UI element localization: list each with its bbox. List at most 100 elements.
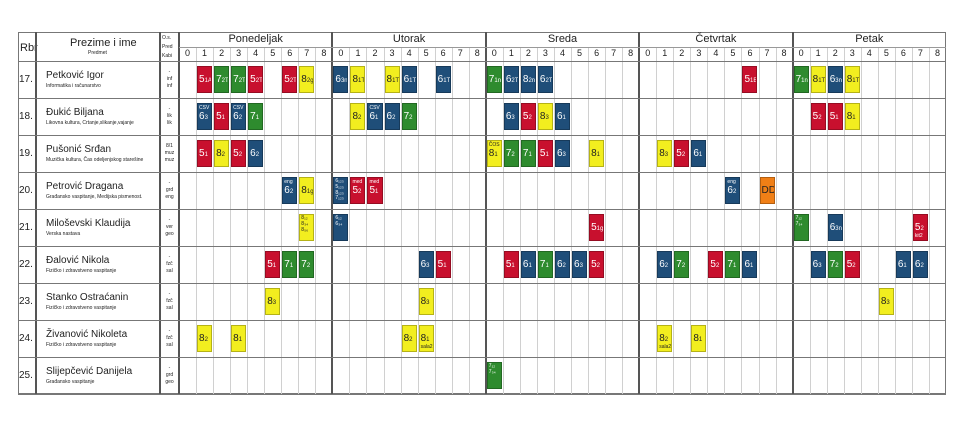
lesson-cell[interactable]: 82gr [299,66,315,93]
teacher-name[interactable]: Petković Igor [46,70,104,81]
lesson-cell[interactable]: 71nk [793,66,809,93]
lesson-cell[interactable]: 6₁₂₃ 5₁₂₃ 8₁₂₃ 7₁₂₃ [333,177,349,204]
lesson-cell[interactable]: 52 [708,251,724,278]
lesson-cell[interactable]: med 51 [367,177,383,204]
lesson-cell[interactable]: 52 [810,103,826,130]
lesson-cell[interactable]: 52 [589,251,605,278]
lesson-cell[interactable]: med 52 [350,177,366,204]
lesson-cell[interactable]: 61 [691,140,707,167]
lesson-cell[interactable]: 81 [844,103,860,130]
lesson-cell[interactable]: 83 [265,288,281,315]
lesson-cell[interactable]: 51 [827,103,843,130]
lesson-cell[interactable]: 62 [384,103,400,130]
lesson-cell[interactable]: 52 [231,140,247,167]
lesson-cell[interactable]: 62 [554,251,570,278]
lesson-cell[interactable]: 62T2 [503,66,519,93]
teacher-name[interactable]: Đukić Biljana [46,107,104,118]
lesson-cell[interactable]: 52 [520,103,536,130]
lesson-cell[interactable]: 52 [674,140,690,167]
lesson-cell[interactable]: 62 [912,251,928,278]
lesson-cell[interactable]: 81 sala2 [418,325,434,352]
lesson-cell[interactable]: ČOS 81 [486,140,502,167]
lesson-cell[interactable]: 7₁₂ 7₃₄ [486,362,502,389]
lesson-cell[interactable]: 71 [725,251,741,278]
lesson-cell[interactable]: 52T [282,66,298,93]
lesson-cell[interactable]: 83 [878,288,894,315]
lesson-cell[interactable]: 52 kit2 [912,214,928,241]
lesson-cell[interactable]: 51 [503,251,519,278]
lesson-cell[interactable]: 72 [401,103,417,130]
lesson-cell[interactable]: 63nk [333,66,349,93]
teacher-name[interactable]: Petrović Dragana [46,181,124,192]
lesson-cell[interactable]: 81T2 [810,66,826,93]
lesson-cell[interactable]: 52 [844,251,860,278]
lesson-cell[interactable]: eng 62 [725,177,741,204]
lesson-cell[interactable]: 6₁₂ 6₃₄ [333,214,349,241]
lesson-cell[interactable]: 71nk [486,66,502,93]
lesson-cell[interactable]: 62 [657,251,673,278]
teacher-name[interactable]: Đalović Nikola [46,255,110,266]
lesson-cell[interactable]: 7₁₂ 7₃₄ [793,214,809,241]
lesson-cell[interactable]: 61 [520,251,536,278]
lesson-cell[interactable]: CSV 62 [231,103,247,130]
lesson-cell[interactable]: 82 [401,325,417,352]
lesson-cell[interactable]: 51 [537,140,553,167]
lesson-cell[interactable]: 61 [742,251,758,278]
lesson-cell[interactable]: 71 [537,251,553,278]
lesson-cell[interactable]: 61 [895,251,911,278]
lesson-cell[interactable]: 71 [520,140,536,167]
lesson-cell[interactable]: 63nk [827,214,843,241]
lesson-cell[interactable]: eng 62 [282,177,298,204]
lesson-cell[interactable]: 51gr [589,214,605,241]
lesson-cell[interactable]: CSV 63 [197,103,213,130]
lesson-cell[interactable]: 63nk [827,66,843,93]
lesson-cell[interactable]: 72T [214,66,230,93]
lesson-cell[interactable]: 81 [231,325,247,352]
lesson-cell[interactable]: 63 [503,103,519,130]
teacher-name[interactable]: Stanko Ostraćanin [46,292,129,303]
lesson-cell[interactable]: DD[] [759,177,775,204]
lesson-cell[interactable]: 81 [691,325,707,352]
lesson-cell[interactable]: 82nk [520,66,536,93]
lesson-cell[interactable]: 72 [674,251,690,278]
teacher-name[interactable]: Slijepčević Danijela [46,366,133,377]
lesson-cell[interactable]: 51 [214,103,230,130]
lesson-cell[interactable]: 63 [418,251,434,278]
lesson-cell[interactable]: 82 [197,325,213,352]
lesson-cell[interactable]: CSV 61 [367,103,383,130]
lesson-cell[interactable]: 51B [742,66,758,93]
lesson-cell[interactable]: 72 [827,251,843,278]
lesson-cell[interactable]: 83 [418,288,434,315]
lesson-cell[interactable]: 81 [589,140,605,167]
lesson-cell[interactable]: 51A [197,66,213,93]
lesson-cell[interactable]: 82 [350,103,366,130]
lesson-cell[interactable]: 83 [657,140,673,167]
lesson-cell[interactable]: 71 [248,103,264,130]
lesson-cell[interactable]: 52TT [248,66,264,93]
lesson-cell[interactable]: 83 [537,103,553,130]
lesson-cell[interactable]: 81gr [299,177,315,204]
teacher-name[interactable]: Živanović Nikoleta [46,329,128,340]
lesson-cell[interactable]: 61T [435,66,451,93]
lesson-cell[interactable]: 81T [844,66,860,93]
lesson-cell[interactable]: 62 [248,140,264,167]
lesson-cell[interactable]: 51 [265,251,281,278]
lesson-cell[interactable]: 71 [282,251,298,278]
lesson-cell[interactable]: 51 [435,251,451,278]
lesson-cell[interactable]: 81T2 [384,66,400,93]
teacher-name[interactable]: Pušonić Srđan [46,144,112,155]
lesson-cell[interactable]: 63 [810,251,826,278]
lesson-cell[interactable]: 72 [503,140,519,167]
lesson-cell[interactable]: 8₁₂ 8₃₄ 8₅₆ [299,214,315,241]
lesson-cell[interactable]: 51 [197,140,213,167]
lesson-cell[interactable]: 72T [231,66,247,93]
lesson-cell[interactable]: 82 sala2 [657,325,673,352]
lesson-cell[interactable]: 61T1 [401,66,417,93]
lesson-cell[interactable]: 61 [554,103,570,130]
lesson-cell[interactable]: 63 [572,251,588,278]
lesson-cell[interactable]: 72 [299,251,315,278]
lesson-cell[interactable]: 62T1 [537,66,553,93]
teacher-name[interactable]: Miloševski Klaudija [46,218,131,229]
lesson-cell[interactable]: 63 [554,140,570,167]
